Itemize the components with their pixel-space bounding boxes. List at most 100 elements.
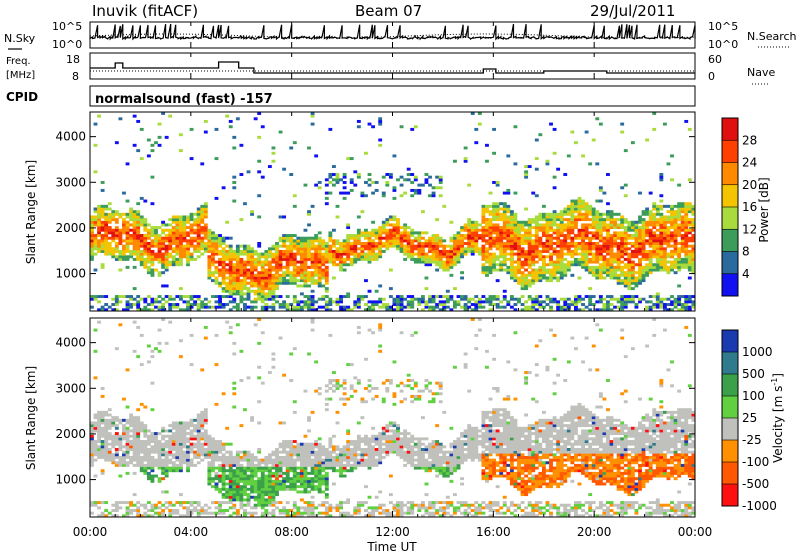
power-cell — [502, 218, 507, 222]
velocity-cell — [232, 455, 237, 459]
power-cell — [168, 223, 173, 227]
power-cell — [502, 231, 507, 235]
power-cell — [566, 260, 571, 264]
power-cell — [488, 257, 493, 261]
velocity-cell — [107, 434, 112, 438]
power-cell — [328, 252, 333, 256]
power-cell — [139, 234, 144, 237]
power-cell — [648, 191, 653, 195]
power-cell — [228, 257, 233, 261]
power-cell — [431, 186, 436, 190]
power-cell — [246, 257, 251, 261]
velocity-cell — [260, 477, 265, 481]
power-cell — [221, 295, 226, 299]
power-cell — [638, 226, 642, 230]
velocity-cell — [196, 426, 201, 430]
power-cell — [648, 220, 653, 224]
power-cell — [235, 287, 240, 291]
power-cell — [353, 303, 358, 306]
power-cell — [630, 220, 635, 224]
power-cell — [506, 207, 511, 211]
power-cell — [228, 273, 233, 277]
power-cell — [381, 231, 386, 235]
power-cell — [314, 279, 319, 283]
power-cell — [527, 247, 532, 251]
power-cell — [570, 303, 575, 306]
power-cell — [182, 218, 187, 222]
power-cell — [285, 305, 290, 309]
power-cell — [136, 226, 141, 230]
power-cell — [232, 265, 237, 269]
power-cell — [403, 257, 408, 261]
cpid-panel: CPID normalsound (fast) -157 — [6, 85, 696, 107]
power-cell — [581, 154, 585, 158]
power-cell — [563, 244, 568, 248]
power-cell — [353, 257, 358, 261]
velocity-cell — [136, 448, 141, 451]
power-cell — [638, 218, 642, 222]
velocity-cell — [157, 461, 162, 465]
power-cell — [178, 287, 183, 291]
power-cell — [310, 271, 315, 275]
power-cell — [129, 210, 134, 214]
power-cell — [132, 249, 137, 253]
velocity-cell — [104, 437, 109, 441]
power-cell — [467, 223, 472, 227]
velocity-cell — [154, 440, 158, 443]
velocity-cell — [157, 477, 162, 481]
power-cell — [211, 305, 215, 309]
power-cell — [634, 271, 639, 275]
velocity-cell — [218, 477, 222, 481]
power-cell — [574, 199, 578, 203]
power-cell — [684, 265, 689, 269]
power-cell — [417, 239, 422, 243]
power-cell — [388, 268, 393, 272]
power-cell — [680, 308, 685, 312]
power-cell — [221, 265, 226, 269]
velocity-cell — [253, 479, 258, 483]
power-cell — [584, 231, 589, 235]
power-cell — [342, 244, 347, 248]
power-cell — [588, 218, 593, 222]
power-cell — [385, 303, 390, 306]
power-cell — [278, 263, 283, 267]
power-cell — [196, 234, 201, 237]
power-cell — [666, 255, 671, 259]
velocity-cell — [139, 363, 144, 367]
power-cell — [598, 188, 603, 192]
velocity-cell — [196, 437, 201, 441]
velocity-cell — [264, 498, 269, 502]
power-cell — [545, 159, 550, 163]
power-cell — [310, 244, 315, 248]
power-cell — [485, 159, 489, 163]
power-cell — [492, 223, 497, 227]
velocity-cell — [214, 402, 219, 406]
power-cell — [292, 273, 297, 277]
power-cell — [171, 255, 176, 259]
power-cell — [428, 300, 432, 304]
velocity-cell — [157, 440, 162, 443]
power-cell — [136, 249, 141, 253]
velocity-cell — [225, 458, 230, 462]
power-cell — [613, 244, 618, 248]
power-cell — [175, 303, 180, 306]
power-cell — [289, 173, 294, 176]
power-cell — [364, 303, 368, 306]
velocity-cell — [154, 432, 158, 436]
power-cell — [559, 223, 564, 227]
power-cell — [203, 236, 208, 240]
velocity-cell — [161, 453, 166, 457]
power-cell — [641, 271, 646, 275]
velocity-cell — [104, 509, 109, 512]
power-cell — [566, 268, 571, 272]
power-cell — [691, 210, 696, 214]
power-cell — [613, 231, 618, 235]
power-cell — [356, 247, 361, 251]
power-cell — [645, 271, 650, 275]
power-cell — [385, 220, 390, 224]
power-cell — [374, 247, 379, 251]
power-cell — [488, 308, 493, 312]
power-cell — [139, 242, 144, 245]
power-cell — [541, 257, 546, 261]
power-cell — [200, 226, 205, 230]
